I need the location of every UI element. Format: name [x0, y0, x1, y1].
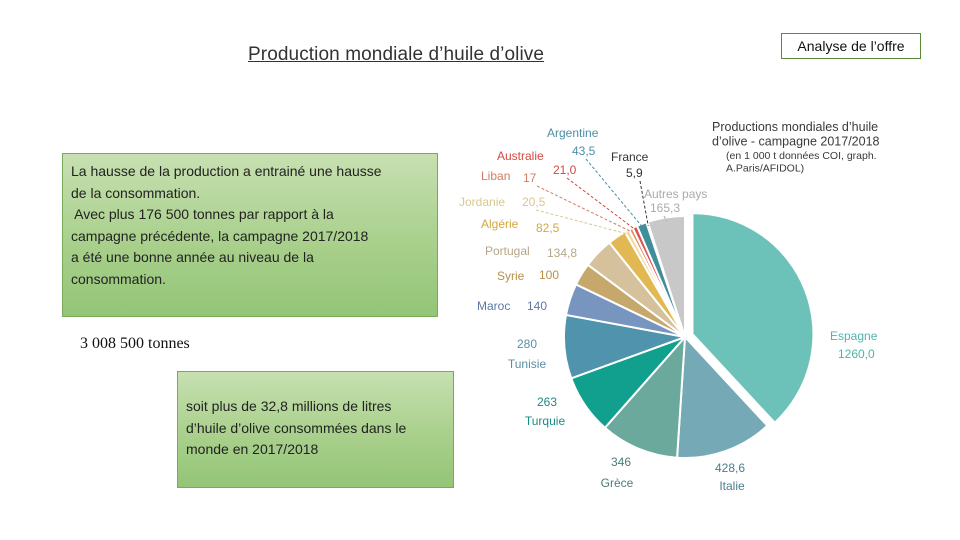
slice-value-label: 100 — [539, 268, 559, 282]
info-line: monde en 2017/2018 — [186, 441, 319, 457]
info-line: de la consommation. — [71, 184, 201, 201]
slice-value-label: 5,9 — [626, 166, 643, 180]
leader-line — [639, 180, 649, 227]
slice-name-label: Tunisie — [508, 357, 547, 371]
info-line: d’huile d’olive consommées dans le — [186, 419, 407, 436]
info-box-litres: soit plus de 32,8 millions de litres d’h… — [177, 371, 454, 488]
slice-value-label: 428,6 — [715, 461, 745, 475]
slice-name-label: Autres pays — [644, 187, 707, 201]
slice-name-label: Espagne — [830, 329, 878, 343]
info-line: campagne précédente, la campagne 2017/20… — [71, 227, 369, 244]
pie-slice-espagne — [691, 212, 815, 425]
chart-title-line: d’olive - campagne 2017/2018 — [712, 135, 880, 149]
slice-value-label: 280 — [517, 337, 537, 351]
slice-name-label: Algérie — [481, 217, 519, 231]
pie-labels: Espagne 1260,0 Italie 428,6 Grèce 346 Turquie 2… — [459, 126, 878, 493]
slice-name-label: France — [611, 150, 649, 164]
slice-name-label: Italie — [719, 479, 745, 493]
slice-name-label: Portugal — [485, 244, 530, 258]
pie-leader-lines — [535, 158, 668, 235]
pie-slices — [563, 212, 815, 459]
info-line: consommation. — [71, 270, 166, 287]
slice-name-label: Liban — [481, 169, 510, 183]
slice-value-label: 20,5 — [522, 195, 546, 209]
slice-name-label: Jordanie — [459, 195, 505, 209]
slice-value-label: 1260,0 — [838, 347, 875, 361]
slice-value-label: 140 — [527, 299, 547, 313]
slice-value-label: 165,3 — [650, 201, 680, 215]
pie-slice-grèce — [603, 334, 687, 459]
slice-value-label: 263 — [537, 395, 557, 409]
slice-name-label: Grèce — [601, 476, 634, 490]
slice-value-label: 17 — [523, 171, 537, 185]
pie-chart-container: Espagne 1260,0 Italie 428,6 Grèce 346 Turquie 2… — [455, 110, 935, 505]
slice-value-label: 43,5 — [572, 144, 596, 158]
slice-name-label: Maroc — [477, 299, 510, 313]
leader-line — [535, 209, 630, 235]
slice-name-label: Syrie — [497, 269, 525, 283]
slice-value-label: 346 — [611, 455, 631, 469]
info-line: soit plus de 32,8 millions de litres — [186, 398, 392, 414]
chart-title-line: (en 1 000 t données COI, graph. — [726, 150, 877, 162]
slice-name-label: Argentine — [547, 126, 599, 140]
chart-title-line: A.Paris/AFIDOL) — [726, 163, 804, 175]
total-consumption: 3 008 500 tonnes — [80, 335, 190, 352]
slice-value-label: 21,0 — [553, 163, 577, 177]
info-line: a été une bonne année au niveau de la — [71, 249, 314, 265]
slice-name-label: Turquie — [525, 414, 566, 428]
slice-value-label: 82,5 — [536, 221, 560, 235]
pie-chart: Espagne 1260,0 Italie 428,6 Grèce 346 Turquie 2… — [459, 120, 880, 493]
slice-value-label: 134,8 — [547, 246, 577, 260]
leader-line — [536, 185, 633, 233]
leader-line — [566, 177, 637, 231]
info-line: Avec plus 176 500 tonnes par rapport à l… — [71, 206, 334, 222]
pie-slice-italie — [676, 334, 769, 459]
info-line: La hausse de la production a entrainé un… — [71, 163, 382, 179]
chart-title-line: Productions mondiales d’huile — [712, 120, 878, 134]
section-tag: Analyse de l’offre — [781, 33, 921, 59]
info-box-production: La hausse de la production a entrainé un… — [62, 153, 438, 317]
leader-line — [663, 215, 668, 222]
slice-name-label: Australie — [497, 149, 544, 163]
page-title: Production mondiale d’huile d’olive — [248, 44, 545, 65]
